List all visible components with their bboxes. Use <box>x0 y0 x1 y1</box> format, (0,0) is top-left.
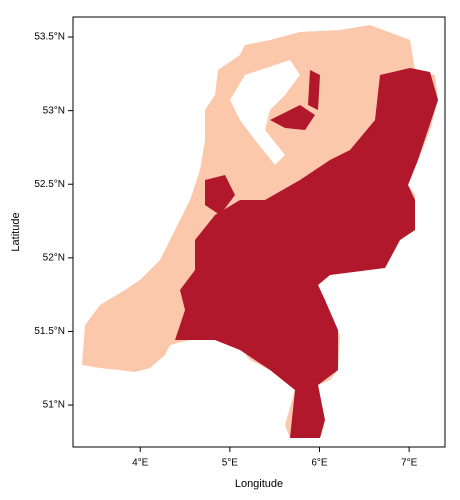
x-tick-label: 5°E <box>222 458 239 469</box>
y-tick-label: 52.5°N <box>34 179 65 190</box>
y-axis-label: Latitude <box>10 212 22 251</box>
map-regions <box>82 25 438 438</box>
y-tick-label: 52°N <box>43 252 65 263</box>
y-tick-label: 53.5°N <box>34 32 65 43</box>
lake <box>230 60 300 165</box>
y-tick-label: 51.5°N <box>34 326 65 337</box>
y-tick-label: 51°N <box>43 400 65 411</box>
region-dark <box>270 105 315 130</box>
x-tick-label: 6°E <box>311 458 328 469</box>
x-axis-label: Longitude <box>235 478 283 490</box>
region-dark <box>308 70 320 110</box>
plot-frame <box>72 16 446 448</box>
region-dark <box>205 175 235 215</box>
y-tick-label: 53°N <box>43 105 65 116</box>
x-tick-label: 4°E <box>132 458 149 469</box>
x-tick-label: 7°E <box>401 458 418 469</box>
region-dark <box>175 68 438 438</box>
